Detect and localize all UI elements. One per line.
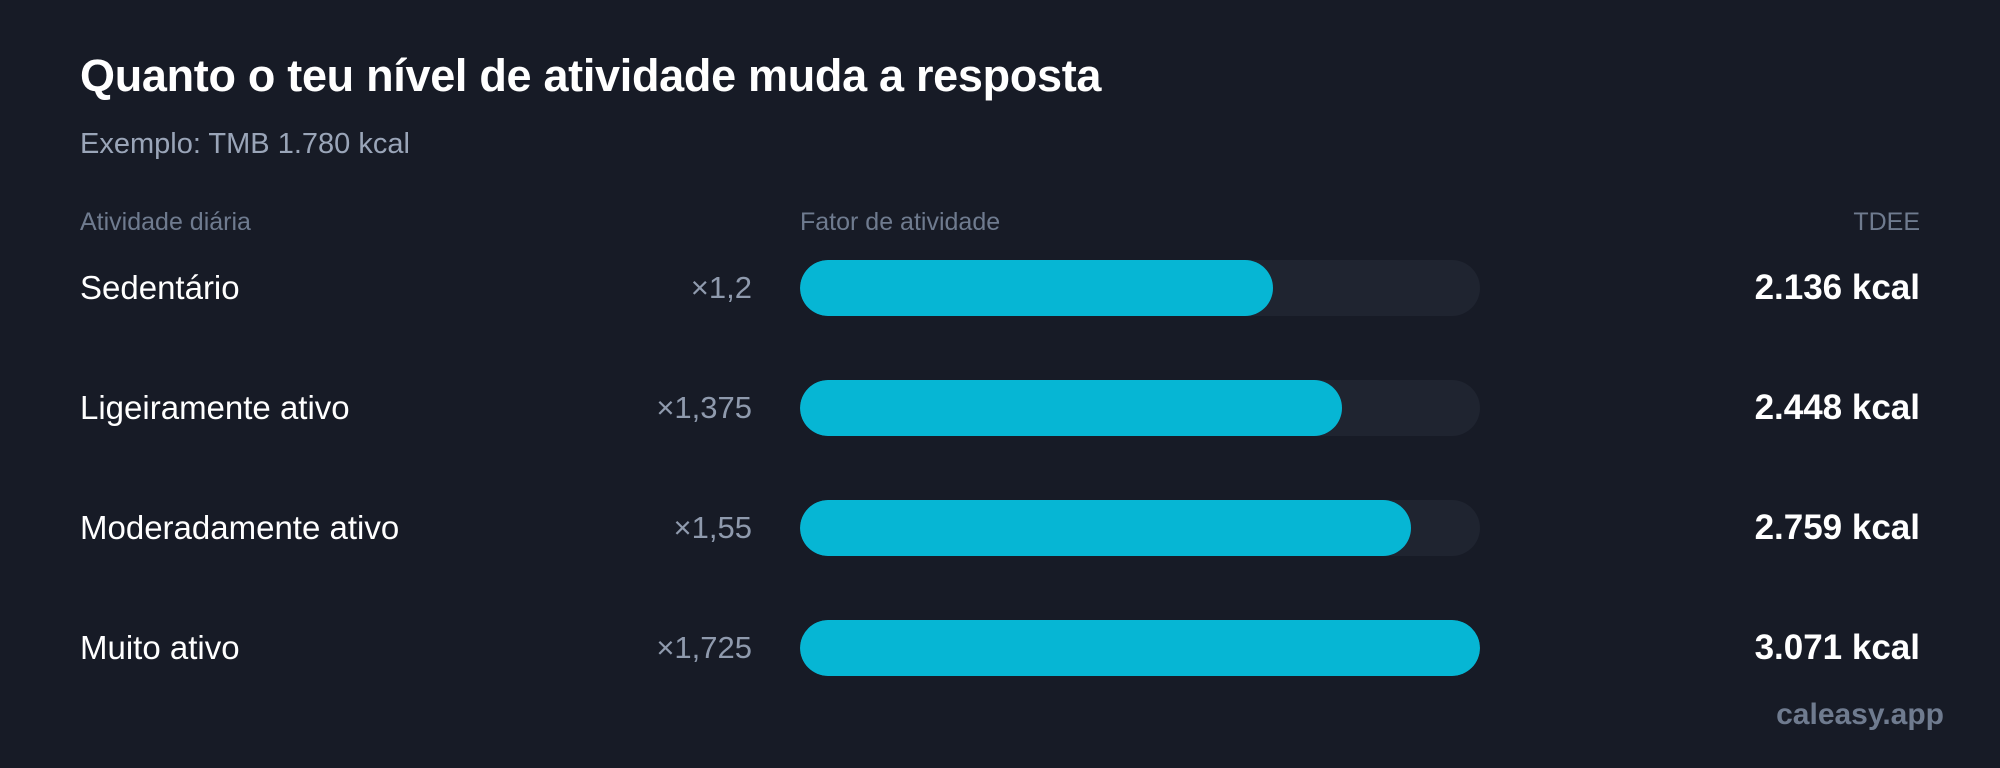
table-row: Sedentário ×1,2 2.136 kcal bbox=[0, 260, 2000, 316]
table-row: Muito ativo ×1,725 3.071 kcal bbox=[0, 620, 2000, 676]
chart-title: Quanto o teu nível de atividade muda a r… bbox=[80, 50, 1102, 101]
activity-label: Muito ativo bbox=[80, 629, 240, 666]
bar-track bbox=[800, 260, 1480, 316]
tdee-value-label: 2.759 kcal bbox=[1754, 508, 1920, 547]
bar bbox=[800, 380, 1342, 436]
table-row: Ligeiramente ativo ×1,375 2.448 kcal bbox=[0, 380, 2000, 436]
tdee-value-label: 2.448 kcal bbox=[1754, 388, 1920, 427]
tdee-value-label: 3.071 kcal bbox=[1754, 628, 1920, 667]
bar bbox=[800, 500, 1411, 556]
chart-subtitle: Exemplo: TMB 1.780 kcal bbox=[80, 128, 410, 160]
factor-label: ×1,375 bbox=[656, 390, 752, 425]
activity-label: Ligeiramente ativo bbox=[80, 389, 350, 426]
tdee-value-label: 2.136 kcal bbox=[1754, 268, 1920, 307]
column-header-activity: Atividade diária bbox=[80, 208, 251, 236]
brand-footer: caleasy.app bbox=[1776, 698, 1944, 731]
table-row: Moderadamente ativo ×1,55 2.759 kcal bbox=[0, 500, 2000, 556]
bar-track bbox=[800, 620, 1480, 676]
factor-label: ×1,55 bbox=[673, 510, 752, 545]
column-header-factor: Fator de atividade bbox=[800, 208, 1001, 236]
column-header-tdee: TDEE bbox=[1853, 208, 1920, 236]
bar-track bbox=[800, 380, 1480, 436]
bar bbox=[800, 620, 1480, 676]
factor-label: ×1,2 bbox=[690, 270, 752, 305]
factor-label: ×1,725 bbox=[656, 630, 752, 665]
activity-label: Sedentário bbox=[80, 269, 240, 306]
activity-label: Moderadamente ativo bbox=[80, 509, 400, 546]
bar-track bbox=[800, 500, 1480, 556]
bar bbox=[800, 260, 1273, 316]
